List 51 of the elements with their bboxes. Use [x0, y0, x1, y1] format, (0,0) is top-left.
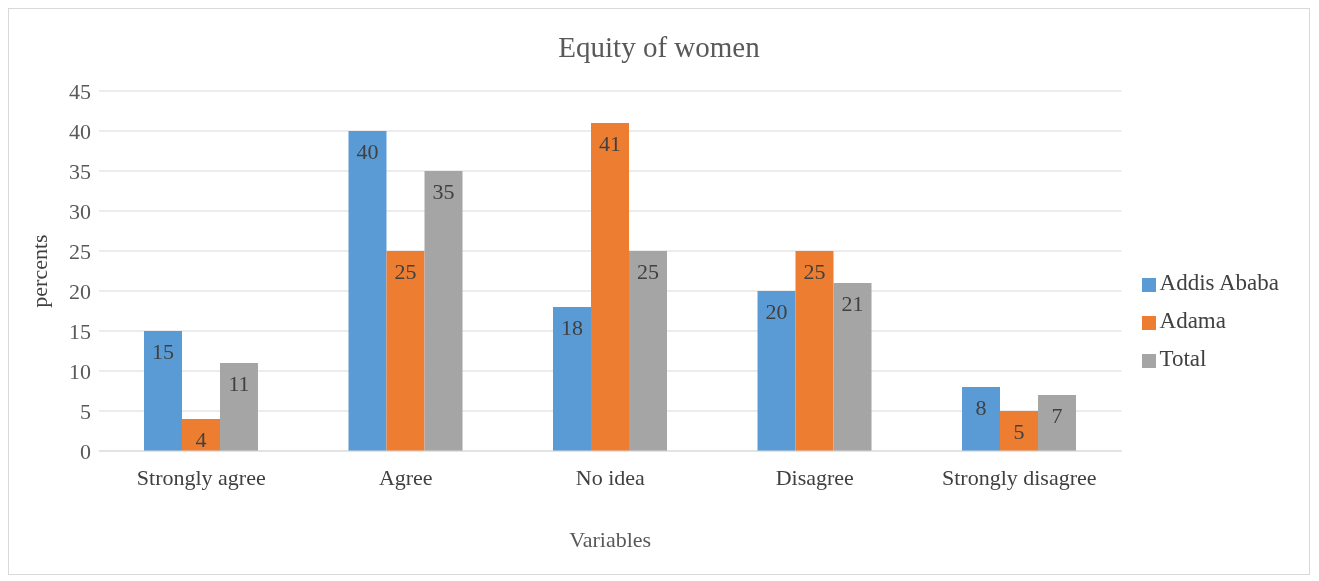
data-label: 35 [432, 178, 455, 204]
y-tick-label: 0 [80, 438, 91, 464]
legend-label: Total [1159, 346, 1207, 371]
legend-label: Addis Ababa [1159, 270, 1279, 295]
bar [795, 251, 834, 451]
data-label: 8 [975, 394, 987, 420]
data-label: 11 [228, 370, 250, 396]
data-label: 20 [765, 298, 788, 324]
y-tick-label: 15 [69, 318, 91, 344]
chart-title: Equity of women [557, 31, 761, 65]
data-label: 41 [599, 130, 621, 156]
y-axis-title: percents [26, 234, 52, 308]
x-tick-label: Strongly agree [136, 464, 266, 490]
x-tick-label: Agree [378, 464, 433, 490]
x-tick-label: Strongly disagree [941, 464, 1097, 490]
y-tick-label: 45 [69, 78, 91, 104]
data-label: 5 [1013, 418, 1025, 444]
legend-label: Adama [1159, 308, 1226, 333]
bar [629, 251, 667, 451]
data-label: 21 [841, 290, 864, 316]
bar [553, 307, 591, 451]
bar [424, 171, 463, 451]
bar [181, 419, 220, 451]
data-label: 15 [151, 338, 174, 364]
bar [757, 291, 796, 451]
data-label: 25 [803, 258, 826, 284]
bar [962, 387, 1001, 451]
data-label: 4 [195, 426, 207, 452]
bar [143, 331, 182, 451]
y-tick-label: 30 [69, 198, 91, 224]
y-tick-label: 35 [69, 158, 91, 184]
data-label: 40 [356, 138, 379, 164]
bar [1000, 411, 1039, 451]
bar [348, 131, 387, 451]
data-label: 7 [1051, 402, 1063, 428]
x-tick-label: Disagree [775, 464, 854, 490]
y-tick-label: 20 [69, 278, 91, 304]
y-tick-label: 40 [69, 118, 91, 144]
y-tick-label: 5 [80, 398, 91, 424]
bar [591, 123, 629, 451]
y-tick-label: 25 [69, 238, 91, 264]
data-label: 25 [394, 258, 417, 284]
bar [219, 363, 258, 451]
x-axis-title: Variables [569, 527, 652, 552]
bar [833, 283, 872, 451]
bar [1038, 395, 1077, 451]
x-tick-label: No idea [575, 464, 646, 490]
y-tick-label: 10 [69, 358, 91, 384]
data-label: 25 [637, 258, 659, 284]
data-label: 18 [561, 314, 583, 340]
bar [386, 251, 425, 451]
